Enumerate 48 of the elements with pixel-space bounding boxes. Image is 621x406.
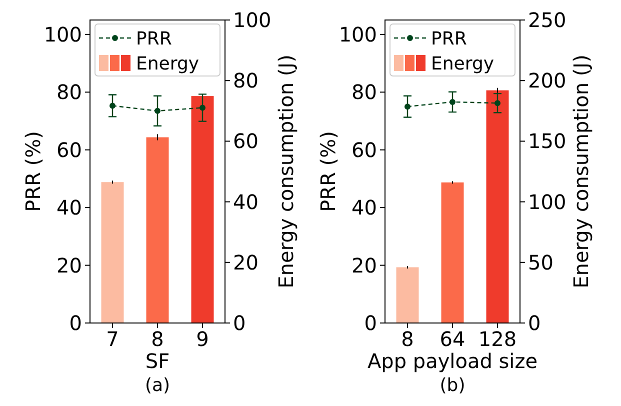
legend-label: Energy — [136, 53, 200, 74]
x-tick-label: 8 — [151, 327, 164, 351]
y2-tick-label: 20 — [233, 250, 258, 274]
text: (a) — [144, 375, 170, 396]
y-tick-label: 0 — [69, 311, 82, 335]
y2-tick-label: 60 — [233, 129, 258, 154]
y-tick-label: 60 — [352, 138, 377, 162]
y-axis-title: PRR (%) — [316, 131, 340, 212]
y-tick-label: 100 — [338, 22, 377, 46]
y2-tick-label: 250 — [528, 8, 566, 32]
y2-tick-label: 0 — [528, 311, 541, 335]
y-tick-label: 100 — [44, 22, 82, 46]
x-axis-title: SF — [145, 349, 170, 373]
x-tick-label: 7 — [106, 327, 119, 351]
y2-tick-label: 100 — [233, 8, 272, 32]
y2-tick-label: 0 — [233, 311, 246, 335]
legend-label: PRR — [136, 28, 172, 50]
x-tick-label: 128 — [478, 327, 517, 351]
legend-label: PRR — [431, 28, 467, 50]
y-tick-label: 0 — [364, 311, 377, 335]
y-tick-label: 40 — [352, 196, 377, 220]
bar — [486, 90, 509, 323]
y-axis-title: PRR (%) — [21, 131, 45, 212]
bar — [146, 137, 169, 323]
y2-tick-label: 40 — [233, 190, 258, 214]
y-tick-label: 60 — [56, 138, 82, 162]
y2-tick-label: 80 — [233, 68, 258, 93]
y-tick-label: 20 — [56, 253, 82, 278]
y-tick-label: 80 — [352, 80, 377, 104]
bar — [441, 182, 464, 323]
x-axis-title: App payload size — [367, 349, 538, 373]
y2-tick-label: 150 — [528, 129, 566, 154]
y-tick-label: 40 — [56, 196, 82, 220]
x-tick-label: 64 — [440, 327, 466, 351]
y2-axis-title: Energy consumption (J) — [569, 54, 593, 288]
y2-axis-title: Energy consumption (J) — [274, 54, 298, 288]
x-tick-label: 9 — [196, 327, 209, 351]
bar — [101, 182, 124, 323]
bar — [396, 267, 419, 323]
y2-tick-label: 50 — [528, 250, 554, 274]
y2-tick-label: 100 — [528, 190, 566, 214]
y2-tick-label: 200 — [528, 68, 566, 93]
x-tick-label: 8 — [401, 327, 414, 351]
y-tick-label: 20 — [352, 253, 377, 278]
text: (b) — [440, 375, 466, 396]
y-tick-label: 80 — [56, 80, 82, 104]
legend-label: Energy — [431, 53, 494, 74]
bar — [191, 96, 214, 323]
